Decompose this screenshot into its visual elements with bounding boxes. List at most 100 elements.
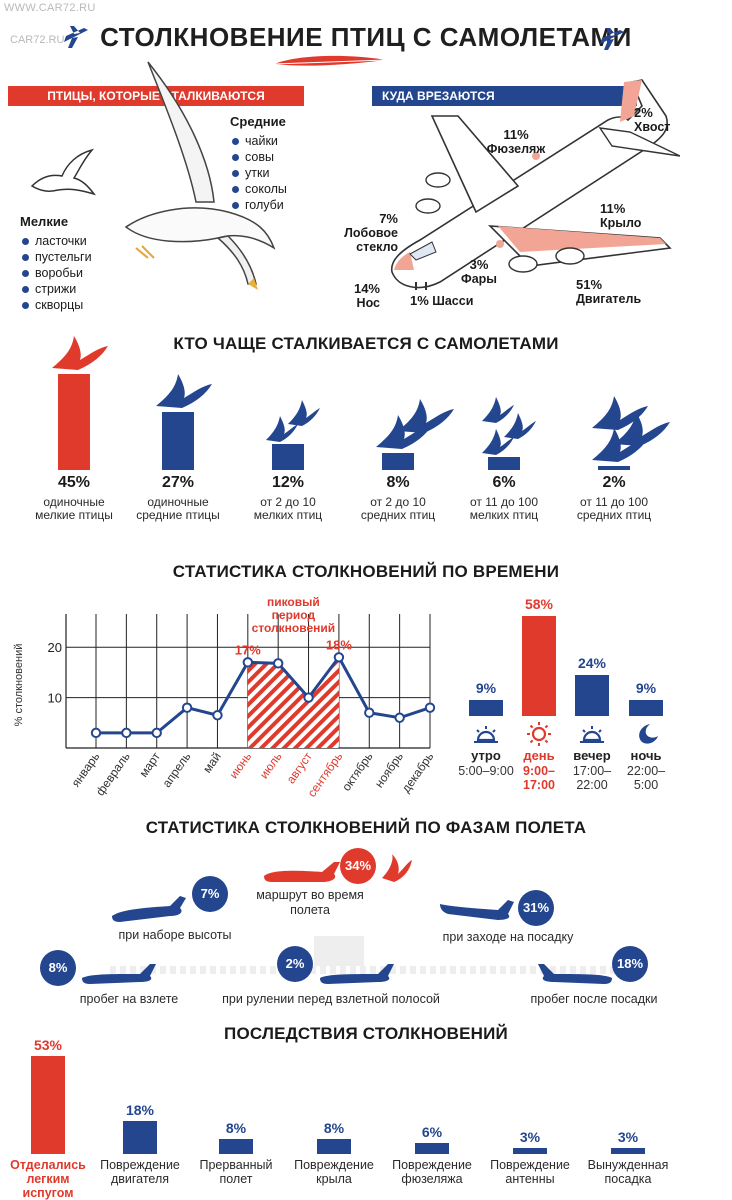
small-bird-item: стрижи — [20, 281, 92, 297]
plane-title-left-icon — [64, 26, 88, 48]
bird-silhouette-icon — [592, 427, 648, 462]
consequence-category: Отделались легким испугом — [10, 1158, 86, 1200]
page-title: СТОЛКНОВЕНИЕ ПТИЦ С САМОЛЕТАМИ — [100, 22, 632, 52]
month-label: август — [284, 749, 316, 786]
plane-approach-icon — [440, 900, 514, 920]
medium-bird-item: совы — [230, 149, 287, 165]
bird-silhouette-icon — [482, 429, 514, 456]
data-point — [272, 658, 284, 669]
month-label: декабрь — [399, 750, 437, 795]
data-point — [364, 707, 375, 718]
bird-silhouette-icon — [266, 416, 298, 443]
sunset-icon — [580, 726, 604, 743]
plane-cruise-icon — [264, 862, 340, 882]
phases-section-title: СТАТИСТИКА СТОЛКНОВЕНИЙ ПО ФАЗАМ ПОЛЕТА — [145, 818, 587, 837]
who-category: от 11 до 100 мелких птиц — [469, 495, 539, 522]
plane-taxi-icon — [320, 964, 394, 984]
data-point — [181, 702, 193, 713]
consequence-bar — [317, 1139, 351, 1154]
who-bar — [58, 374, 90, 470]
who-bar-label: 27% — [161, 474, 195, 491]
daytime-bar-label: 24% — [577, 654, 607, 671]
data-point — [394, 712, 405, 723]
month-label: март — [136, 749, 163, 779]
watermark-logo: CAR72.RU — [10, 34, 65, 46]
phase-climb-badge: 7% — [192, 876, 228, 912]
small-bird-item: ласточки — [20, 233, 92, 249]
small-bird-item: скворцы — [20, 297, 92, 313]
impact-tail: 2% Хвост — [634, 105, 671, 135]
who-category: одиночные средние птицы — [136, 495, 220, 522]
consequence-bar — [513, 1148, 547, 1154]
seagull-icon — [124, 61, 276, 290]
consequence-bar-label: 53% — [33, 1037, 63, 1053]
data-point — [90, 727, 102, 739]
who-bar-label: 12% — [271, 474, 305, 491]
plane-climb-icon — [112, 896, 186, 922]
phase-landing-badge: 18% — [612, 946, 648, 982]
phase-climb-label: при наборе высоты — [118, 928, 232, 942]
point-value-label: 17% — [235, 642, 261, 657]
impact-fuselage: 11% Фюзеляж — [486, 127, 546, 157]
small-bird-icon — [30, 148, 96, 196]
who-category: от 2 до 10 мелких птиц — [253, 495, 323, 522]
consequence-bar — [219, 1139, 253, 1154]
impact-wing: 11% Крыло — [600, 201, 642, 231]
daytime-category: ночь — [630, 748, 662, 763]
consequence-category: Повреждение антенны — [490, 1158, 570, 1186]
data-point — [151, 727, 162, 739]
small-bird-item: пустельги — [20, 249, 92, 265]
bird-red-icon — [382, 854, 412, 882]
peak-annotation: пиковый период столкновений — [252, 595, 336, 635]
who-bar — [162, 412, 194, 470]
medium-bird-item: чайки — [230, 133, 287, 149]
bird-silhouette-icon — [398, 398, 454, 433]
phase-taxi-badge: 2% — [277, 946, 313, 982]
phase-cruise-badge: 34% — [340, 848, 376, 884]
who-bar — [598, 465, 630, 470]
plane-landing-icon — [538, 964, 612, 984]
data-point — [212, 710, 223, 721]
impact-engine: 51% Двигатель — [576, 277, 642, 307]
impact-windshield: 7% Лобовое стекло — [344, 211, 398, 255]
bird-silhouette-icon — [288, 400, 320, 427]
sunrise-icon — [474, 726, 498, 743]
daytime-bar-chart: 9% утро 5:00–​9:00 58% день 9:00–​17:00 24% веч… — [456, 590, 726, 805]
medium-birds-heading: Средние — [230, 114, 286, 129]
runway-strip — [110, 966, 650, 974]
plane-title-right-icon — [600, 28, 624, 50]
who-bar-label: 8% — [386, 474, 410, 491]
phase-cruise-label: маршрут во время полета — [256, 888, 364, 917]
phase-approach-badge: 31% — [518, 890, 554, 926]
bird-silhouette-icon — [376, 414, 432, 449]
daytime-bar — [469, 700, 503, 716]
feather-icon — [273, 55, 387, 66]
medium-birds-list: Средние чайки совы утки соколы голуби — [230, 114, 287, 213]
y-tick-label: 20 — [48, 640, 62, 655]
consequence-bar — [123, 1120, 157, 1154]
daytime-hours: 5:00–​9:00 — [458, 764, 514, 778]
consequence-bar-label: 8% — [323, 1120, 345, 1137]
small-bird-item: воробьи — [20, 265, 92, 281]
daytime-category: день — [523, 748, 555, 763]
data-point — [424, 702, 436, 713]
impact-nose: 14% Нос — [353, 281, 380, 311]
consequence-category: Вынужденная посадка — [587, 1158, 669, 1186]
time-section-title: СТАТИСТИКА СТОЛКНОВЕНИЙ ПО ВРЕМЕНИ — [172, 562, 560, 581]
ribbon-impact: КУДА ВРЕЗАЮТСЯ — [372, 86, 637, 106]
who-category: одиночные мелкие птицы — [35, 495, 113, 522]
daytime-bar — [575, 674, 609, 716]
phase-takeoff-label: пробег на взлете — [79, 992, 179, 1006]
daytime-category: утро — [471, 748, 501, 763]
small-birds-heading: Мелкие — [20, 214, 69, 229]
who-bar-label: 6% — [492, 474, 516, 491]
data-point — [303, 692, 314, 703]
consequence-category: Повреждение двигателя — [100, 1158, 180, 1186]
watermark-url: WWW.CAR72.RU — [4, 2, 96, 14]
who-category: от 2 до 10 средних птиц — [360, 495, 436, 522]
phase-landing-label: пробег после посадки — [530, 992, 658, 1006]
daytime-bar-label: 9% — [475, 680, 497, 697]
plane-takeoff-icon — [82, 964, 156, 984]
terminal-building — [314, 936, 364, 966]
data-point — [242, 657, 254, 668]
